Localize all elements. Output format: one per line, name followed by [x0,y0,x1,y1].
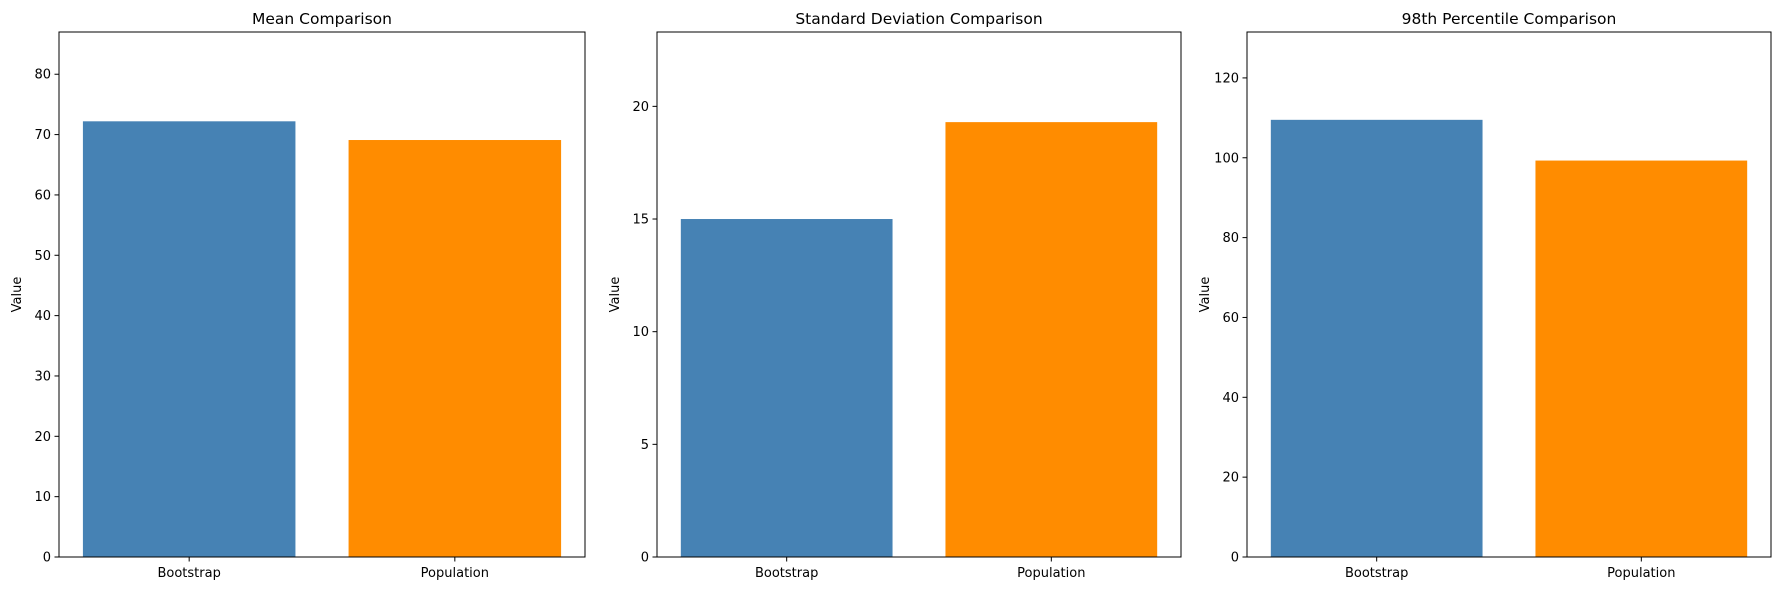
bar-population [945,122,1158,557]
y-tick-label: 40 [34,309,51,324]
axes-frame [656,31,1182,558]
y-tick-label: 20 [632,100,649,115]
y-tick-label: 0 [641,551,649,566]
bar-population [348,140,562,557]
subplot-3: 0 20 40 60 80 100 120 Bootstrap Population 98th P… [1198,10,1772,581]
x-tick-label: Bootstrap [157,566,220,581]
bar-bootstrap [82,121,296,557]
y-tick-label: 5 [641,438,649,453]
subplot-1: 0 10 20 30 40 50 60 70 80 Bootstrap Population Mean… [10,10,586,581]
y-tick-label: 100 [1214,151,1239,166]
chart-title: Mean Comparison [252,10,392,28]
chart-title: 98th Percentile Comparison [1402,10,1617,28]
x-tick-label: Population [1017,566,1085,581]
y-axis-label: Value [10,277,25,313]
x-tick-label: Bootstrap [1345,566,1408,581]
y-tick-label: 60 [1222,311,1239,326]
y-axis-label: Value [1198,277,1213,313]
x-tick-label: Bootstrap [755,566,818,581]
x-tick-label: Population [1607,566,1675,581]
x-tick-label: Population [421,566,489,581]
y-tick-label: 10 [34,490,51,505]
y-tick-label: 30 [34,369,51,384]
y-tick-label: 0 [43,551,51,566]
y-tick-label: 80 [1222,231,1239,246]
y-tick-label: 120 [1214,71,1239,86]
axes-frame [1246,31,1772,558]
y-tick-label: 70 [34,128,51,143]
bar-bootstrap [1270,119,1483,557]
y-tick-label: 20 [34,430,51,445]
y-tick-label: 0 [1231,551,1239,566]
y-axis-label: Value [608,277,623,313]
y-tick-label: 50 [34,249,51,264]
y-tick-label: 15 [632,213,649,228]
subplot-2: 0 5 10 15 20 Bootstrap Population Standard Devi… [608,10,1182,581]
y-tick-label: 80 [34,68,51,83]
bar-population [1535,160,1748,557]
y-tick-label: 20 [1222,471,1239,486]
y-tick-label: 60 [34,188,51,203]
y-tick-label: 10 [632,325,649,340]
y-tick-label: 40 [1222,391,1239,406]
bar-bootstrap [680,219,893,557]
chart-title: Standard Deviation Comparison [795,10,1042,28]
axes-frame [58,31,586,558]
